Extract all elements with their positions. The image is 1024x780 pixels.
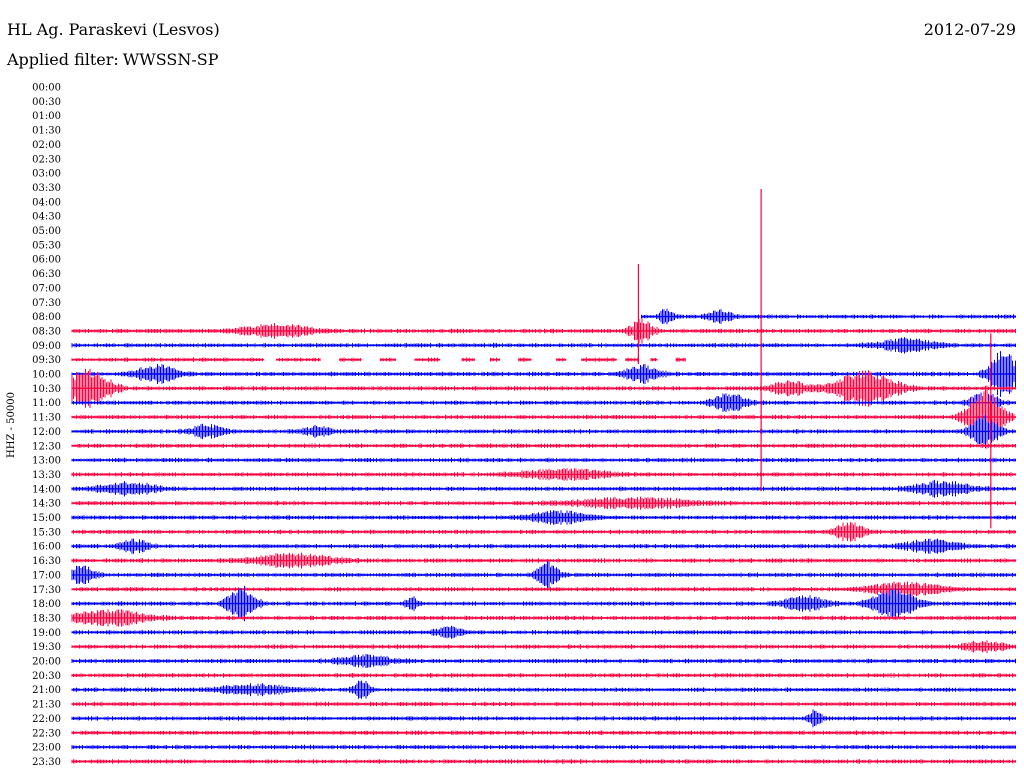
time-label: 15:00 [32, 513, 61, 524]
time-label: 18:30 [32, 613, 61, 624]
time-label: 20:00 [32, 657, 61, 668]
time-label: 00:30 [32, 97, 61, 108]
time-label: 16:00 [32, 542, 61, 553]
time-label: 07:30 [32, 298, 61, 309]
time-label: 16:30 [32, 556, 61, 567]
time-label: 20:30 [32, 671, 61, 682]
time-label: 01:00 [32, 111, 61, 122]
time-label: 05:30 [32, 240, 61, 251]
time-label: 17:30 [32, 585, 61, 596]
time-label: 04:00 [32, 197, 61, 208]
y-axis-label: HHZ - 50000 [6, 392, 17, 458]
time-label: 13:30 [32, 470, 61, 481]
spike-group [637, 188, 992, 529]
time-label: 04:30 [32, 212, 61, 223]
time-label: 15:30 [32, 527, 61, 538]
time-label: 02:30 [32, 154, 61, 165]
time-label: 03:00 [32, 169, 61, 180]
time-label: 07:00 [32, 283, 61, 294]
time-label: 23:00 [32, 743, 61, 754]
time-label: 00:00 [32, 83, 61, 94]
time-label: 12:30 [32, 441, 61, 452]
time-label: 22:00 [32, 714, 61, 725]
record-date: 2012-07-29 [923, 20, 1016, 39]
filter-value: WWSSN-SP [122, 50, 219, 69]
time-label: 19:30 [32, 642, 61, 653]
time-label: 14:00 [32, 484, 61, 495]
time-label: 14:30 [32, 499, 61, 510]
time-label: 09:00 [32, 341, 61, 352]
time-label: 02:00 [32, 140, 61, 151]
time-label: 23:30 [32, 757, 61, 768]
time-label: 19:00 [32, 628, 61, 639]
time-label: 13:00 [32, 456, 61, 467]
time-label: 22:30 [32, 728, 61, 739]
filter-line: Applied filter: WWSSN-SP [7, 50, 218, 69]
time-label: 11:30 [32, 413, 61, 424]
filter-label: Applied filter: [7, 50, 119, 69]
time-label: 01:30 [32, 126, 61, 137]
time-label: 10:30 [32, 384, 61, 395]
time-label: 21:00 [32, 685, 61, 696]
time-labels: 00:00 00:30 01:00 01:30 02:00 02:30 03:00 03:30… [32, 83, 61, 768]
time-label: 11:00 [32, 398, 61, 409]
time-label: 10:00 [32, 370, 61, 381]
time-label: 09:30 [32, 355, 61, 366]
station-title: HL Ag. Paraskevi (Lesvos) [7, 20, 220, 39]
time-label: 21:30 [32, 700, 61, 711]
time-label: 18:00 [32, 599, 61, 610]
time-label: 03:30 [32, 183, 61, 194]
time-label: 12:00 [32, 427, 61, 438]
time-label: 17:00 [32, 570, 61, 581]
time-label: 08:30 [32, 326, 61, 337]
trace-group [71, 308, 1016, 764]
time-label: 06:30 [32, 269, 61, 280]
time-label: 06:00 [32, 255, 61, 266]
time-label: 05:00 [32, 226, 61, 237]
time-label: 08:00 [32, 312, 61, 323]
